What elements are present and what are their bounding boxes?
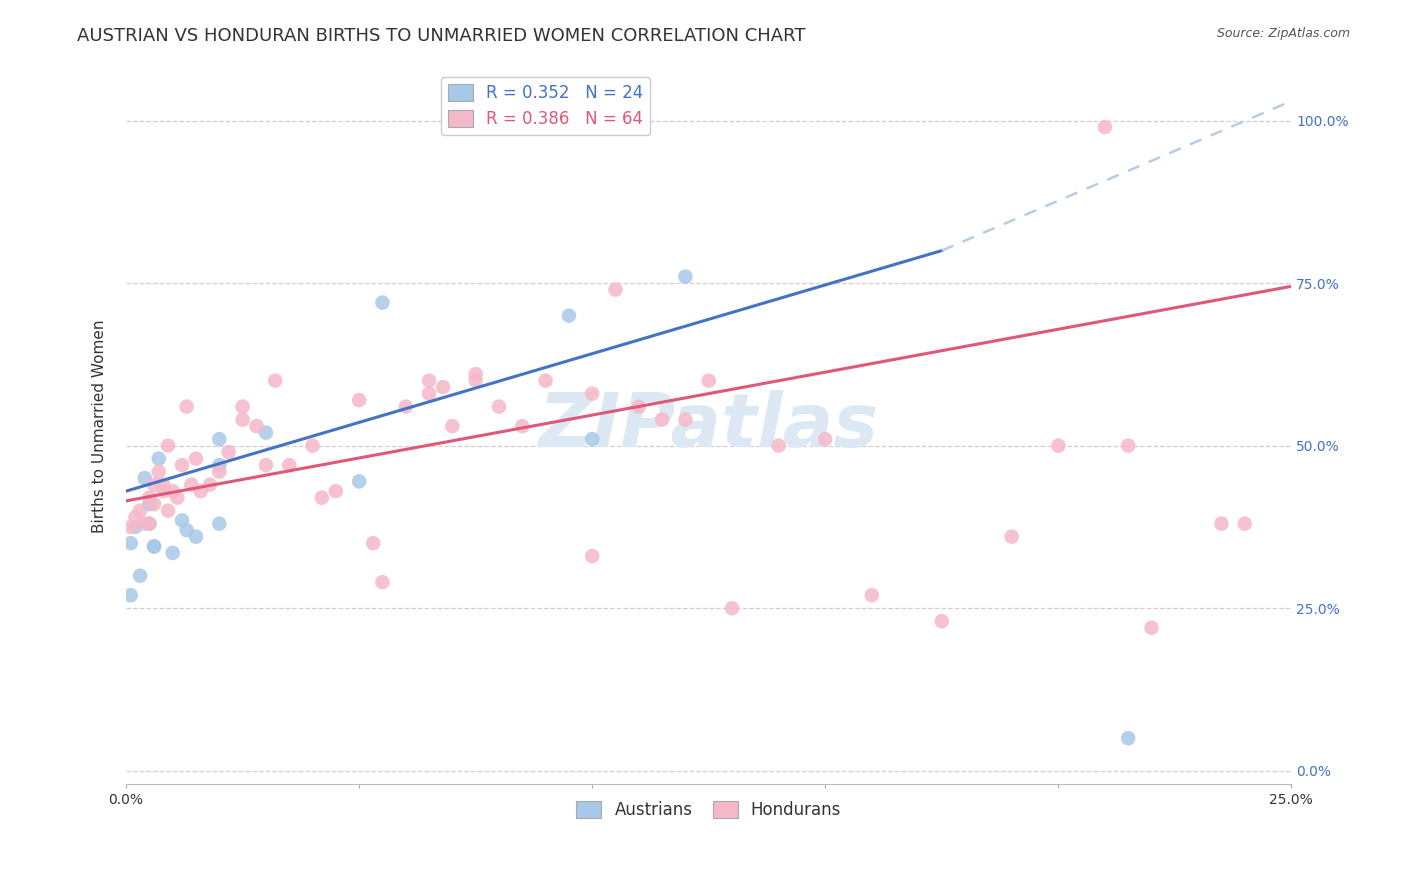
Point <box>129 503 152 517</box>
Point <box>464 374 486 388</box>
Point <box>218 445 240 459</box>
Point <box>157 439 180 453</box>
Point <box>124 510 146 524</box>
Point <box>143 540 166 554</box>
Point <box>371 575 394 590</box>
Point <box>395 400 418 414</box>
Point <box>581 386 603 401</box>
Point <box>534 374 557 388</box>
Y-axis label: Births to Unmarried Women: Births to Unmarried Women <box>93 319 107 533</box>
Point <box>697 374 720 388</box>
Point <box>120 520 142 534</box>
Point <box>120 588 142 602</box>
Point <box>180 477 202 491</box>
Point <box>1233 516 1256 531</box>
Point <box>371 295 394 310</box>
Legend: Austrians, Hondurans: Austrians, Hondurans <box>569 794 848 825</box>
Point <box>301 439 323 453</box>
Point <box>129 568 152 582</box>
Point <box>673 269 696 284</box>
Point <box>1116 439 1139 453</box>
Point <box>510 419 533 434</box>
Point <box>464 367 486 381</box>
Point <box>814 432 837 446</box>
Point <box>162 484 184 499</box>
Point <box>581 549 603 564</box>
Point <box>581 432 603 446</box>
Point <box>134 471 156 485</box>
Point <box>347 393 370 408</box>
Point <box>157 503 180 517</box>
Point <box>138 516 160 531</box>
Point <box>166 491 188 505</box>
Point <box>325 484 347 499</box>
Point <box>768 439 790 453</box>
Point <box>198 477 221 491</box>
Point <box>152 477 174 491</box>
Point <box>1047 439 1070 453</box>
Point <box>558 309 581 323</box>
Point <box>208 516 231 531</box>
Point <box>441 419 464 434</box>
Point <box>264 374 287 388</box>
Point <box>208 465 231 479</box>
Point <box>138 497 160 511</box>
Point <box>254 425 277 440</box>
Point <box>190 484 212 499</box>
Text: Source: ZipAtlas.com: Source: ZipAtlas.com <box>1216 27 1350 40</box>
Point <box>278 458 301 472</box>
Point <box>143 477 166 491</box>
Point <box>143 497 166 511</box>
Point <box>605 283 627 297</box>
Point <box>170 458 193 472</box>
Point <box>208 432 231 446</box>
Point <box>232 412 254 426</box>
Point <box>418 386 440 401</box>
Point <box>176 400 198 414</box>
Point <box>208 458 231 472</box>
Point <box>721 601 744 615</box>
Text: AUSTRIAN VS HONDURAN BIRTHS TO UNMARRIED WOMEN CORRELATION CHART: AUSTRIAN VS HONDURAN BIRTHS TO UNMARRIED… <box>77 27 806 45</box>
Point <box>138 516 160 531</box>
Point <box>120 536 142 550</box>
Point <box>1001 530 1024 544</box>
Point <box>184 451 207 466</box>
Point <box>418 374 440 388</box>
Point <box>361 536 384 550</box>
Point <box>1211 516 1233 531</box>
Point <box>184 530 207 544</box>
Point <box>860 588 883 602</box>
Point <box>124 520 146 534</box>
Point <box>1140 621 1163 635</box>
Point <box>931 614 953 628</box>
Point <box>1116 731 1139 746</box>
Point <box>651 412 673 426</box>
Point <box>152 484 174 499</box>
Point <box>1094 120 1116 134</box>
Point <box>148 451 170 466</box>
Point <box>162 546 184 560</box>
Point <box>232 400 254 414</box>
Point <box>311 491 333 505</box>
Point <box>138 491 160 505</box>
Point <box>134 516 156 531</box>
Point <box>143 540 166 554</box>
Point <box>673 412 696 426</box>
Point <box>254 458 277 472</box>
Point <box>347 475 370 489</box>
Point <box>176 523 198 537</box>
Point <box>488 400 510 414</box>
Point <box>148 465 170 479</box>
Text: ZIPatlas: ZIPatlas <box>538 390 879 463</box>
Point <box>432 380 454 394</box>
Point <box>170 513 193 527</box>
Point <box>627 400 650 414</box>
Point <box>245 419 267 434</box>
